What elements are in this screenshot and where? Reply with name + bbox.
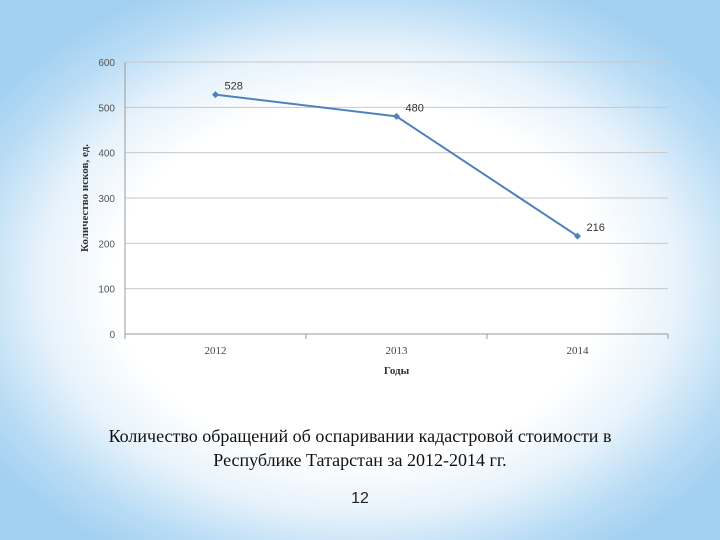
caption-line-2: Республике Татарстан за 2012-2014 гг. [213,450,507,470]
y-tick-label: 600 [98,58,115,69]
axes [124,62,669,339]
x-axis-title: Годы [384,365,410,377]
data-point [393,112,400,120]
x-tick-label: 2014 [567,345,590,357]
caption-line-1: Количество обращений об оспаривании када… [108,426,612,446]
y-tick-labels: 0 100 200 300 400 500 600 [98,58,115,341]
y-tick-label: 0 [109,330,115,341]
series [212,91,581,240]
data-label: 480 [406,102,424,114]
x-tick-label: 2013 [386,345,409,357]
data-point [574,232,581,240]
y-tick-label: 500 [98,103,115,114]
y-tick-label: 100 [98,285,115,296]
x-tick-label: 2012 [205,345,227,357]
y-tick-label: 200 [98,239,115,250]
chart-caption: Количество обращений об оспаривании када… [20,424,700,472]
page-number: 12 [351,490,369,507]
data-label: 528 [225,81,243,93]
x-tick-labels: 2012 2013 2014 [205,345,590,357]
data-labels: 528 480 216 [225,81,605,234]
y-axis-title: Количество исков, ед. [79,144,91,252]
y-tick-label: 400 [98,149,115,160]
gridlines [125,61,668,290]
data-point [212,91,219,99]
line-chart: 0 100 200 300 400 500 600 2012 2013 2014 528 480 2… [79,58,669,377]
y-tick-label: 300 [98,194,115,205]
data-label: 216 [587,222,605,234]
